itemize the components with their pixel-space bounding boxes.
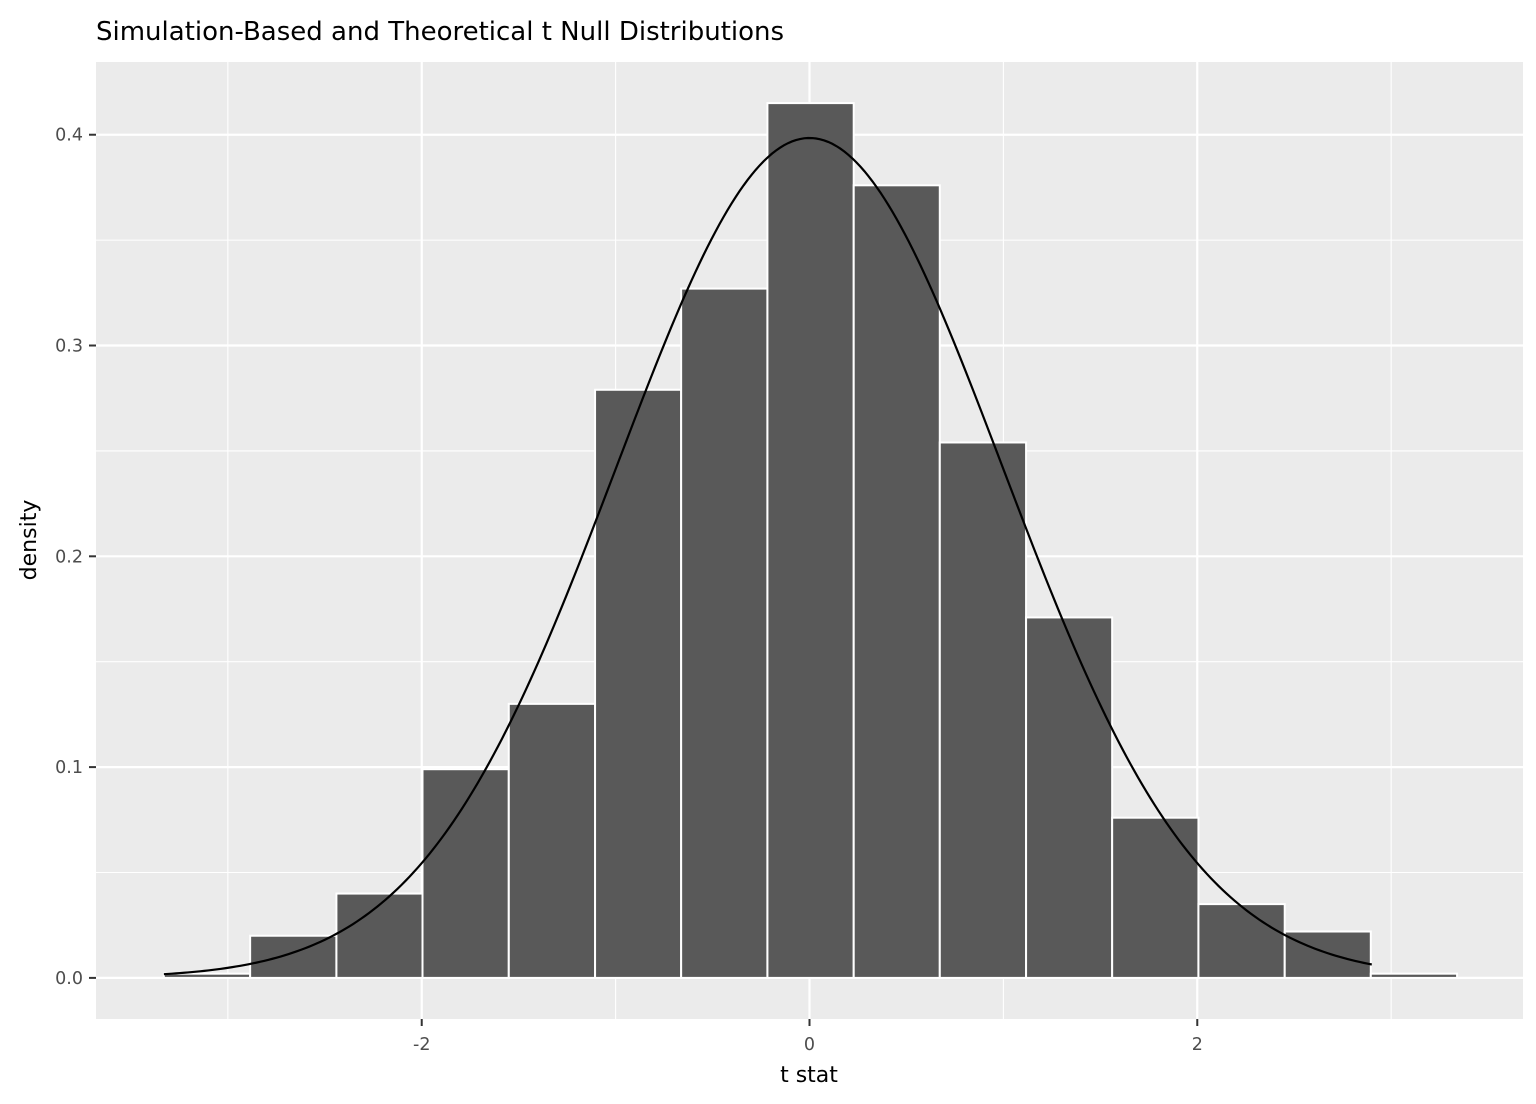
histogram-bar — [852, 184, 941, 979]
histogram-bar — [938, 441, 1028, 979]
histogram-bar — [1369, 972, 1459, 979]
y-tick-label: 0.4 — [55, 126, 83, 146]
x-tick-label: 2 — [1192, 1035, 1203, 1055]
x-axis-ticks: -2 0 2 — [413, 1019, 1203, 1055]
histogram-bar — [335, 892, 424, 979]
y-tick-label: 0.2 — [55, 547, 83, 567]
histogram-bar — [1111, 816, 1200, 979]
histogram-bar — [766, 102, 855, 979]
y-tick-label: 0.1 — [55, 758, 83, 778]
y-tick-label: 0.0 — [55, 969, 83, 989]
x-axis-title: t stat — [780, 1063, 838, 1088]
y-tick-label: 0.3 — [55, 337, 83, 357]
x-tick-label: 0 — [804, 1035, 815, 1055]
histogram-bar — [1197, 903, 1286, 979]
histogram-bar — [1283, 930, 1372, 979]
histogram-bar — [1025, 616, 1114, 979]
histogram-bar — [249, 934, 338, 979]
histogram-bars — [162, 102, 1459, 979]
y-axis-title: density — [17, 500, 42, 581]
histogram-bar — [680, 287, 769, 979]
histogram-bar — [507, 702, 597, 979]
x-tick-label: -2 — [413, 1035, 430, 1055]
chart-title: Simulation-Based and Theoretical t Null … — [96, 17, 784, 47]
histogram-bar — [421, 768, 510, 979]
y-axis-ticks: 0.0 0.1 0.2 0.3 0.4 — [55, 126, 96, 989]
histogram-bar — [594, 388, 683, 979]
theoretical-t-density-curve — [163, 136, 1372, 976]
